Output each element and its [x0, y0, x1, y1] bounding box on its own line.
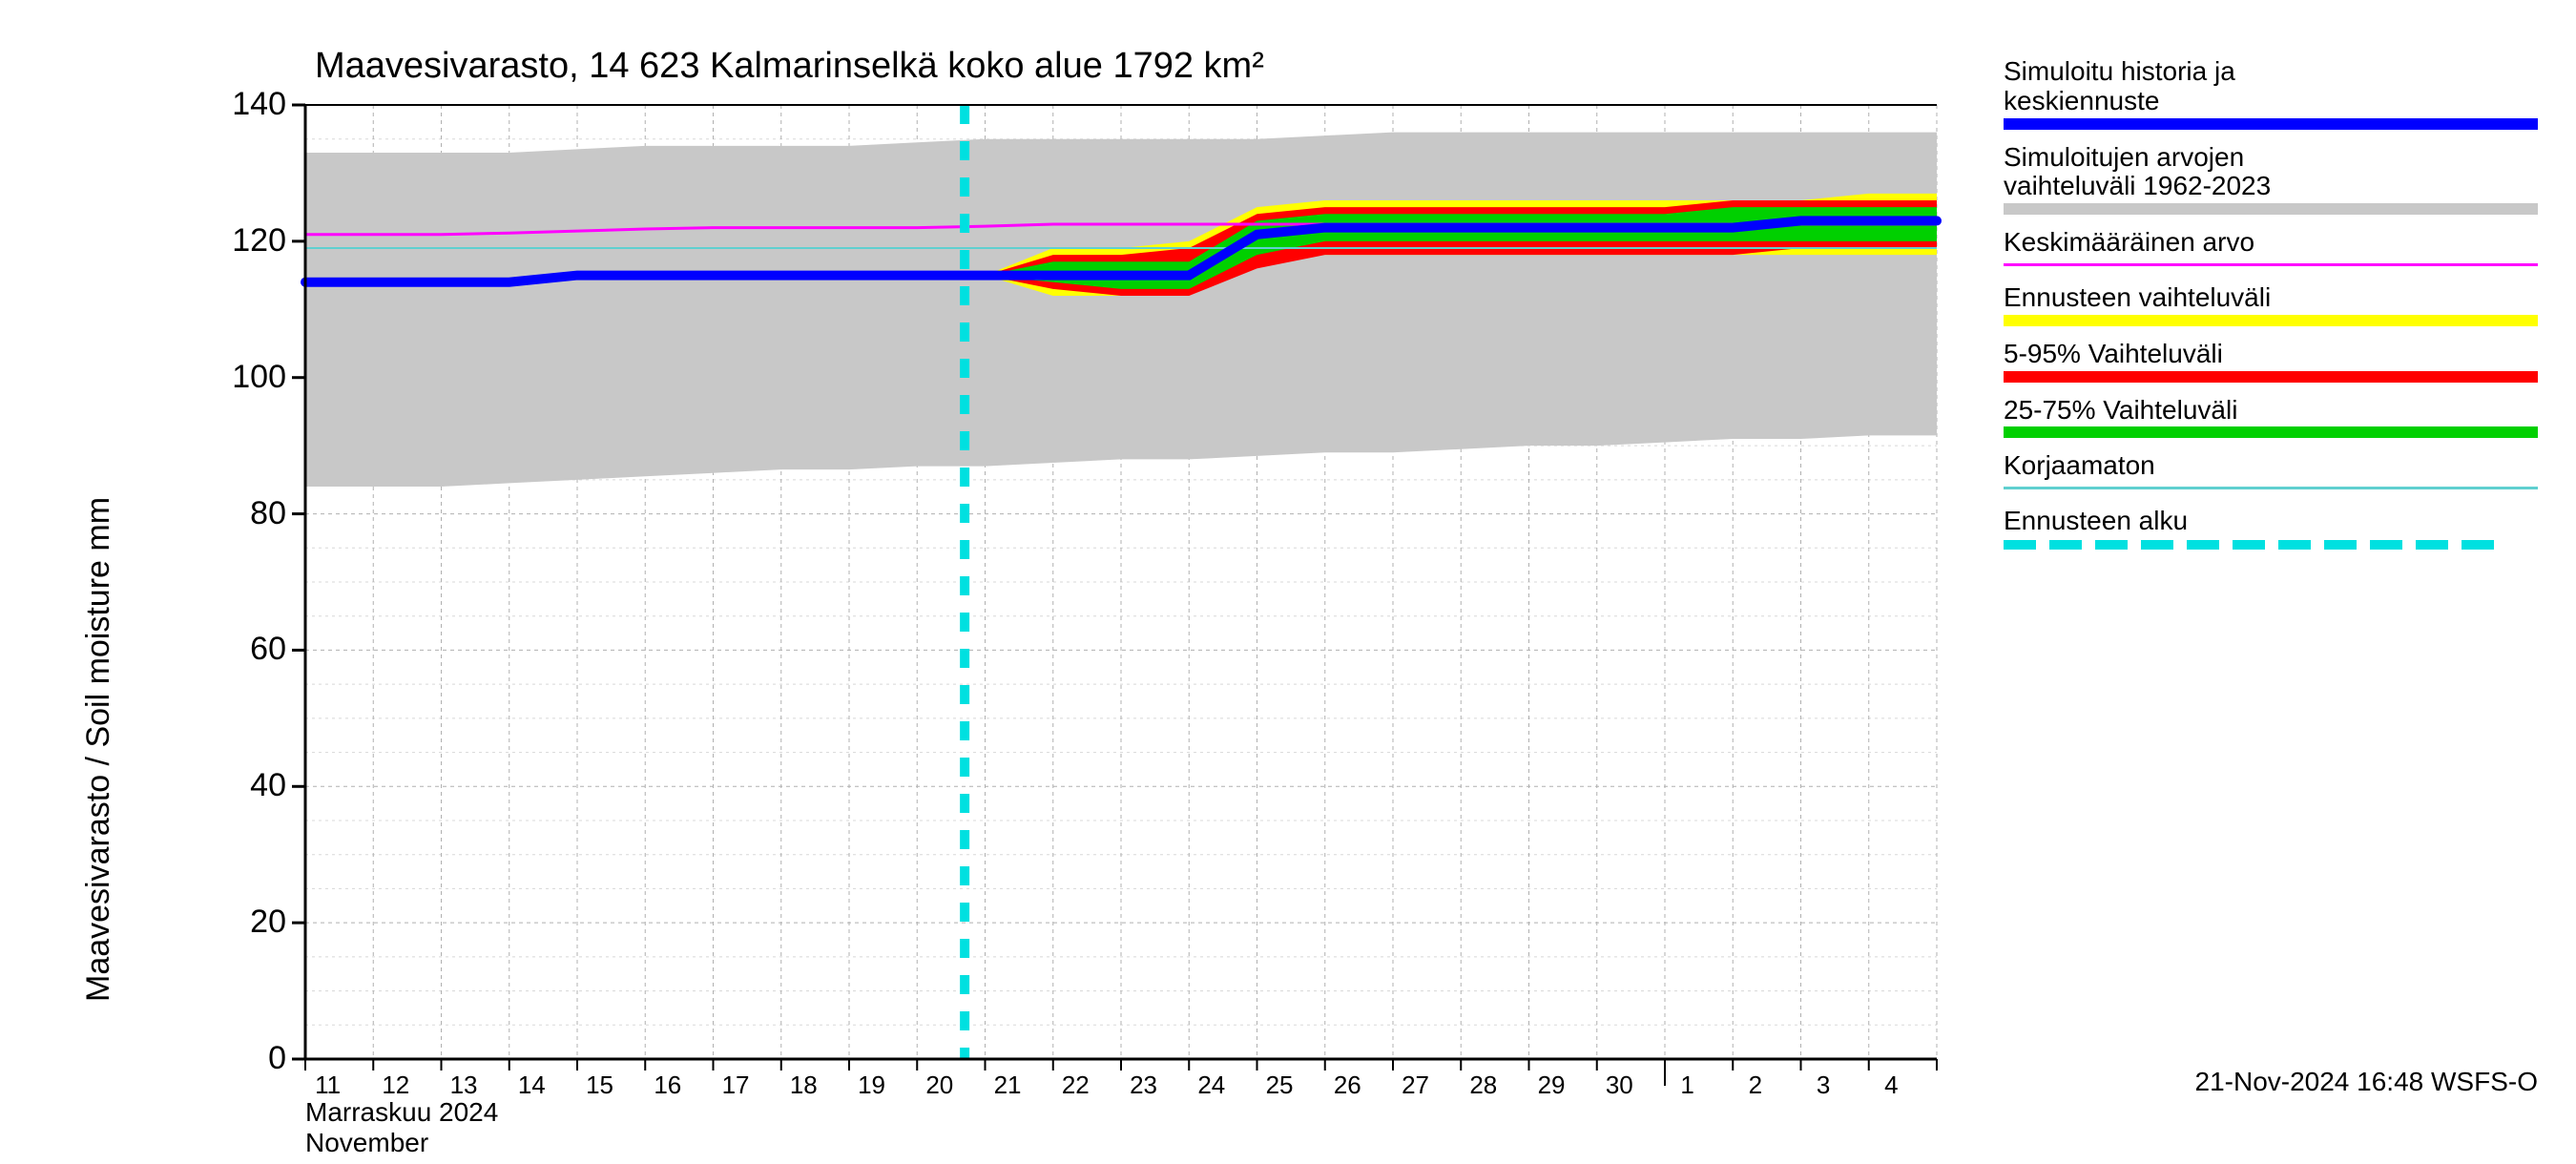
- legend-item: Keskimääräinen arvo: [2004, 228, 2538, 266]
- chart-container: Maavesivarasto, 14 623 Kalmarinselkä kok…: [0, 0, 2576, 1145]
- footer-timestamp: 21-Nov-2024 16:48 WSFS-O: [2195, 1067, 2539, 1097]
- legend-swatch: [2004, 426, 2538, 438]
- legend: Simuloitu historia jakeskiennuste Simuloi…: [2004, 57, 2538, 563]
- legend-label: Simuloitujen arvojenvaihteluväli 1962-20…: [2004, 143, 2538, 202]
- legend-swatch: [2004, 371, 2538, 383]
- legend-label: 25-75% Vaihteluväli: [2004, 396, 2538, 426]
- legend-swatch: [2004, 487, 2538, 489]
- legend-item: Ennusteen alku: [2004, 507, 2538, 550]
- legend-item: Simuloitu historia jakeskiennuste: [2004, 57, 2538, 130]
- legend-swatch: [2004, 315, 2538, 326]
- legend-item: Korjaamaton: [2004, 451, 2538, 489]
- legend-label: 5-95% Vaihteluväli: [2004, 340, 2538, 369]
- legend-swatch: [2004, 203, 2538, 215]
- legend-label: Korjaamaton: [2004, 451, 2538, 481]
- legend-item: Ennusteen vaihteluväli: [2004, 283, 2538, 326]
- legend-swatch: [2004, 118, 2538, 130]
- legend-item: Simuloitujen arvojenvaihteluväli 1962-20…: [2004, 143, 2538, 216]
- legend-label: Ennusteen vaihteluväli: [2004, 283, 2538, 313]
- legend-label: Simuloitu historia jakeskiennuste: [2004, 57, 2538, 116]
- legend-item: 5-95% Vaihteluväli: [2004, 340, 2538, 383]
- legend-label: Keskimääräinen arvo: [2004, 228, 2538, 258]
- legend-item: 25-75% Vaihteluväli: [2004, 396, 2538, 439]
- legend-swatch: [2004, 540, 2538, 550]
- legend-swatch: [2004, 263, 2538, 266]
- legend-label: Ennusteen alku: [2004, 507, 2538, 536]
